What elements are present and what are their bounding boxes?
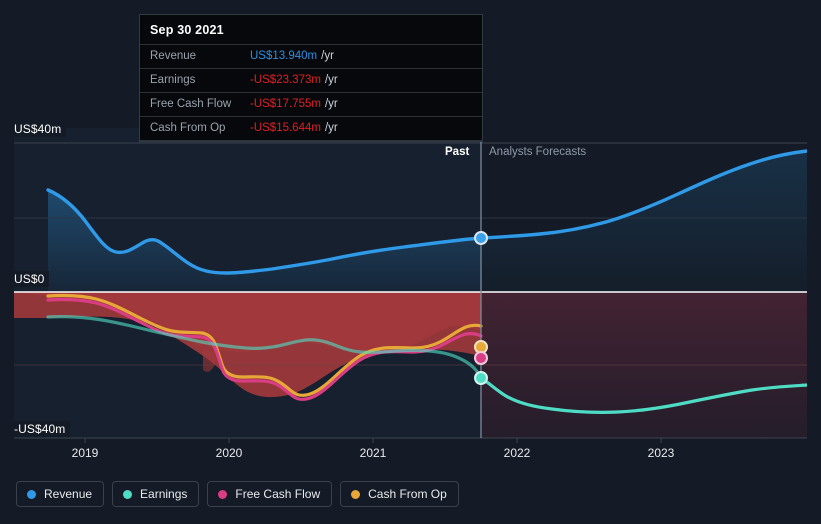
chart-legend: Revenue Earnings Free Cash Flow Cash Fro… bbox=[16, 481, 459, 507]
legend-dot-revenue bbox=[27, 489, 36, 499]
tooltip-row-free-cash-flow: Free Cash Flow -US$17.755m /yr bbox=[140, 92, 482, 116]
revenue-area-past bbox=[48, 190, 481, 292]
tooltip-unit-earnings: /yr bbox=[324, 74, 338, 86]
tooltip-value-cash-from-op: -US$15.644m bbox=[250, 122, 321, 134]
y-axis-label-bottom: -US$40m bbox=[0, 421, 71, 437]
legend-label-cash-from-op: Cash From Op bbox=[368, 487, 447, 501]
past-label: Past bbox=[445, 146, 470, 158]
legend-item-earnings[interactable]: Earnings bbox=[112, 481, 200, 507]
tooltip-unit-cash-from-op: /yr bbox=[324, 122, 338, 134]
series-line-earnings-past bbox=[46, 315, 481, 380]
x-axis-label-2021: 2021 bbox=[359, 446, 387, 460]
series-line-earnings-forecast bbox=[481, 376, 807, 414]
negative-band-past-upper bbox=[14, 292, 481, 356]
tooltip-value-revenue: US$13.940m bbox=[250, 50, 318, 62]
tooltip-title: Sep 30 2021 bbox=[150, 23, 224, 37]
legend-dot-earnings bbox=[123, 489, 133, 499]
y-axis-label-zero: US$0 bbox=[0, 271, 50, 287]
x-axis-label-2023: 2023 bbox=[647, 446, 675, 460]
tooltip-unit-revenue: /yr bbox=[321, 50, 334, 62]
revenue-area-forecast bbox=[481, 151, 807, 292]
series-line-revenue-past bbox=[46, 188, 481, 275]
legend-item-cash-from-op[interactable]: Cash From Op bbox=[340, 481, 459, 507]
x-axis-label-2020: 2020 bbox=[215, 446, 243, 460]
legend-label-revenue: Revenue bbox=[44, 487, 93, 501]
legend-label-earnings: Earnings bbox=[140, 487, 188, 501]
legend-item-free-cash-flow[interactable]: Free Cash Flow bbox=[207, 481, 333, 507]
tooltip-label-cash-from-op: Cash From Op bbox=[150, 122, 226, 134]
tooltip-unit-free-cash-flow: /yr bbox=[324, 98, 338, 110]
tooltip-row-cash-from-op: Cash From Op -US$15.644m /yr bbox=[140, 116, 482, 141]
tooltip-row-revenue: Revenue US$13.940m /yr bbox=[140, 44, 482, 68]
legend-label-free-cash-flow: Free Cash Flow bbox=[235, 487, 321, 501]
marker-earnings bbox=[474, 371, 488, 385]
data-tooltip: Sep 30 2021 Revenue US$13.940m /yr Earni… bbox=[139, 14, 483, 142]
tooltip-value-earnings: -US$23.373m bbox=[250, 74, 321, 86]
series-line-cash-from-op bbox=[46, 293, 483, 397]
x-axis-ticks bbox=[84, 438, 662, 443]
tooltip-label-revenue: Revenue bbox=[150, 50, 197, 62]
x-axis-label-2022: 2022 bbox=[503, 446, 531, 460]
y-axis-label-top: US$40m bbox=[0, 121, 67, 137]
tooltip-label-free-cash-flow: Free Cash Flow bbox=[150, 98, 232, 110]
analysts-forecasts-label: Analysts Forecasts bbox=[489, 146, 587, 158]
legend-item-revenue[interactable]: Revenue bbox=[16, 481, 105, 507]
legend-dot-free-cash-flow bbox=[218, 489, 228, 499]
tooltip-label-earnings: Earnings bbox=[150, 74, 196, 86]
marker-revenue bbox=[474, 231, 488, 245]
series-line-revenue-forecast bbox=[481, 149, 807, 240]
marker-free-cash-flow bbox=[474, 351, 488, 365]
legend-dot-cash-from-op bbox=[351, 489, 361, 499]
tooltip-value-free-cash-flow: -US$17.755m bbox=[250, 98, 321, 110]
tooltip-row-earnings: Earnings -US$23.373m /yr bbox=[140, 68, 482, 92]
x-axis-label-2019: 2019 bbox=[71, 446, 99, 460]
